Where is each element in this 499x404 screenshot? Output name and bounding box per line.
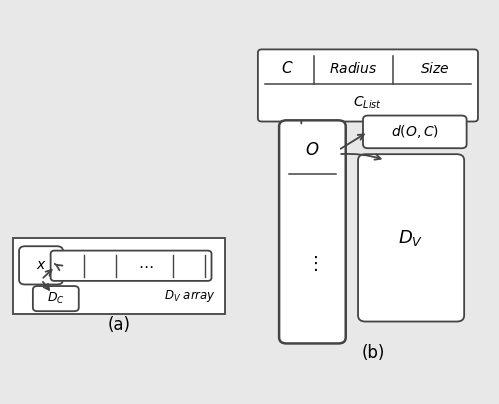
- FancyBboxPatch shape: [363, 116, 467, 148]
- Text: $\cdots$: $\cdots$: [138, 258, 154, 273]
- Text: (b): (b): [361, 344, 385, 362]
- Text: $D_C$: $D_C$: [47, 291, 65, 306]
- FancyBboxPatch shape: [279, 120, 346, 343]
- Text: $Size$: $Size$: [420, 61, 450, 76]
- Text: $O$: $O$: [305, 141, 320, 159]
- Text: $C_{List}$: $C_{List}$: [353, 95, 382, 112]
- Text: $d(O,C)$: $d(O,C)$: [391, 123, 439, 140]
- Text: $D_V$: $D_V$: [399, 228, 424, 248]
- Text: $x$: $x$: [35, 258, 46, 272]
- FancyBboxPatch shape: [50, 250, 212, 281]
- FancyBboxPatch shape: [19, 246, 63, 284]
- Text: (a): (a): [107, 316, 130, 334]
- FancyBboxPatch shape: [358, 154, 464, 322]
- FancyBboxPatch shape: [258, 49, 478, 122]
- Text: $Radius$: $Radius$: [329, 61, 377, 76]
- FancyBboxPatch shape: [33, 286, 79, 311]
- FancyBboxPatch shape: [12, 238, 225, 314]
- Text: $\vdots$: $\vdots$: [306, 254, 318, 273]
- Text: $D_V\ array$: $D_V\ array$: [164, 288, 216, 304]
- Text: $C$: $C$: [281, 60, 294, 76]
